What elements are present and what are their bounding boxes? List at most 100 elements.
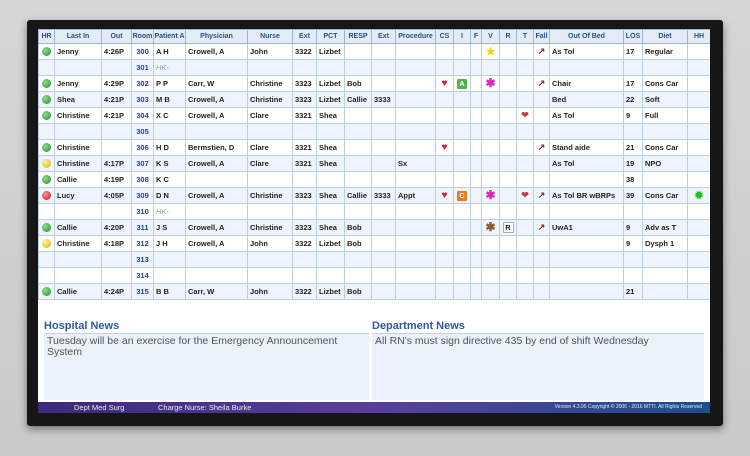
room-cell: 313 <box>131 251 154 268</box>
tele-icon: ❤ <box>521 190 529 200</box>
diet-cell <box>642 203 688 220</box>
los-cell: 9 <box>623 107 643 124</box>
t-cell <box>516 139 534 156</box>
cs-cell <box>435 219 454 236</box>
ext-cell <box>292 59 317 76</box>
i-cell <box>453 107 471 124</box>
fall-cell <box>533 235 550 252</box>
table-row[interactable]: Christine 4:21P 304 X C Crowell, A Clare 3321 S… <box>38 107 710 124</box>
patient-cell <box>153 123 186 140</box>
room-cell: 302 <box>131 75 154 92</box>
nurse-cell: Christine <box>247 91 293 108</box>
out-cell <box>101 251 132 268</box>
fall-cell <box>533 283 550 300</box>
i-cell <box>453 139 471 156</box>
hr-status-cell <box>38 43 55 60</box>
room-cell: 300 <box>131 43 154 60</box>
i-cell <box>453 155 471 172</box>
nurse-cell: John <box>247 43 293 60</box>
cs-cell <box>435 123 454 140</box>
table-row[interactable]: Christine 306 H D Bermstien, D Clare 3321 Shea… <box>38 139 710 156</box>
column-header: LOS <box>623 29 643 44</box>
column-header: Out Of Bed <box>549 29 624 44</box>
procedure-cell: Sx <box>395 155 436 172</box>
out-of_bed-cell: As Tol <box>549 155 624 172</box>
whiteboard-screen: HR Last In Out Room Patient A Physician Nurse E… <box>38 29 710 413</box>
table-row[interactable]: Callie 4:19P 308 K C 38 <box>38 171 710 188</box>
status-dot-icon <box>42 111 51 121</box>
pct-cell: Shea <box>316 219 345 236</box>
table-row[interactable]: 301 HK- <box>38 59 710 76</box>
last-in-cell: Christine <box>54 139 102 156</box>
table-row[interactable]: Shea 4:21P 303 M B Crowell, A Christine 3323 Li… <box>38 91 710 108</box>
status-dot-icon <box>42 191 51 201</box>
cs-cell <box>435 283 454 300</box>
room-cell: 301 <box>131 59 154 76</box>
procedure-cell <box>395 75 436 92</box>
status-dot-icon <box>42 175 51 185</box>
table-row[interactable]: 313 <box>38 251 710 268</box>
diet-cell <box>642 251 688 268</box>
department-news-title: Department News <box>372 320 465 332</box>
table-row[interactable]: Christine 4:18P 312 J H Crowell, A John 3322 Li… <box>38 235 710 252</box>
hr-status-cell <box>38 235 55 252</box>
table-row[interactable]: Jenny 4:29P 302 P P Carr, W Christine 3323 Lizb… <box>38 75 710 92</box>
out-of_bed-cell <box>549 235 624 252</box>
diet-cell: Full <box>642 107 688 124</box>
ext2-cell <box>371 171 396 188</box>
last-in-cell: Christine <box>54 235 102 252</box>
hh-cell <box>687 75 710 92</box>
pct-cell <box>316 171 345 188</box>
ext2-cell <box>371 235 396 252</box>
out-cell <box>101 267 132 284</box>
t-cell <box>516 91 534 108</box>
ext-cell <box>292 267 317 284</box>
column-header: CS <box>435 29 454 44</box>
procedure-cell <box>395 203 436 220</box>
nurse-cell <box>247 267 293 284</box>
nurse-cell: Clare <box>247 155 293 172</box>
table-body: Jenny 4:26P 300 A H Crowell, A John 3322 Lizbet… <box>38 43 710 300</box>
nurse-cell: John <box>247 235 293 252</box>
resp-cell: Callie <box>344 187 372 204</box>
pct-cell: Lizbet <box>316 43 345 60</box>
hr-status-cell <box>38 123 55 140</box>
hospital-news-panel: Hospital News Tuesday will be an exercis… <box>44 320 369 400</box>
t-cell <box>516 267 534 284</box>
fall-risk-icon: ↗ <box>537 190 546 200</box>
tele-icon: ❤ <box>521 110 529 120</box>
table-row[interactable]: Callie 4:24P 315 B B Carr, W John 3322 Lizbet Bo… <box>38 283 710 300</box>
nurse-cell <box>247 251 293 268</box>
ext2-cell <box>371 123 396 140</box>
los-cell <box>623 123 643 140</box>
table-row[interactable]: Jenny 4:26P 300 A H Crowell, A John 3322 Lizbet… <box>38 43 710 60</box>
procedure-cell <box>395 219 436 236</box>
out-of_bed-cell: As Tol BR wBRPs <box>549 187 624 204</box>
hh-cell <box>687 155 710 172</box>
r-cell <box>499 43 517 60</box>
room-cell: 303 <box>131 91 154 108</box>
table-row[interactable]: 314 <box>38 267 710 284</box>
procedure-cell <box>395 171 436 188</box>
table-row[interactable]: Callie 4:20P 311 J S Crowell, A Christine 3323… <box>38 219 710 236</box>
table-row[interactable]: 310 HK- <box>38 203 710 220</box>
f-cell <box>470 43 482 60</box>
physician-cell <box>185 123 248 140</box>
physician-cell: Bermstien, D <box>185 139 248 156</box>
column-header: Diet <box>642 29 688 44</box>
diet-cell: Cons Car <box>642 75 688 92</box>
table-row[interactable]: Lucy 4:05P 309 D N Crowell, A Christine 3323 Sh… <box>38 187 710 204</box>
column-header: RESP <box>344 29 372 44</box>
ext2-cell <box>371 155 396 172</box>
out-cell: 4:05P <box>101 187 132 204</box>
table-row[interactable]: 305 <box>38 123 710 140</box>
v-cell: ✱ <box>481 187 500 204</box>
v-cell: ✱ <box>481 219 500 236</box>
table-row[interactable]: Christine 4:17P 307 K S Crowell, A Clare 3321 S… <box>38 155 710 172</box>
r-cell <box>499 107 517 124</box>
last-in-cell: Shea <box>54 91 102 108</box>
asterisk-icon: ✱ <box>485 188 496 202</box>
fall-risk-icon: ↗ <box>537 142 546 152</box>
r-cell <box>499 283 517 300</box>
los-cell: 21 <box>623 139 643 156</box>
